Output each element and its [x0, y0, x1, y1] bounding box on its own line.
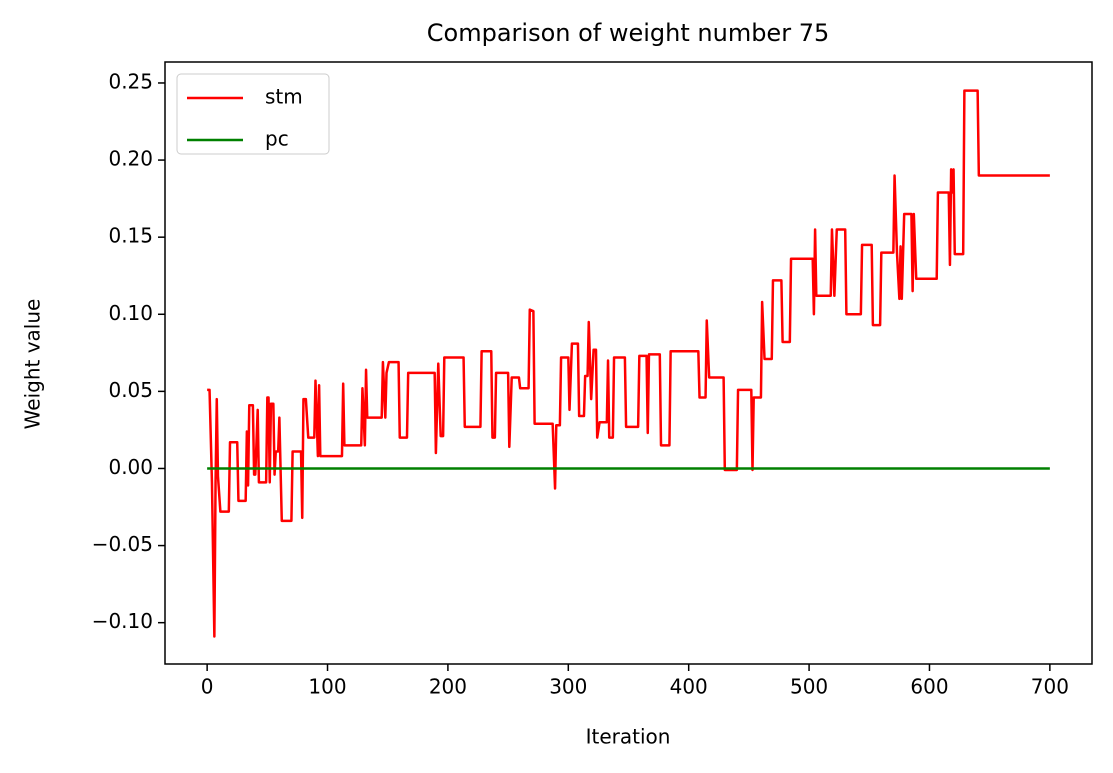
y-tick-label: 0.10 [108, 301, 153, 325]
y-tick-label: 0.05 [108, 378, 153, 402]
legend: stm pc [176, 73, 330, 155]
x-axis-label: Iteration [586, 725, 671, 749]
y-tick-label: −0.05 [92, 532, 153, 556]
legend-box [176, 73, 330, 155]
legend-label: pc [265, 127, 289, 151]
y-tick-label: 0.15 [108, 224, 153, 248]
x-tick-label: 400 [670, 675, 708, 699]
y-tick-label: −0.10 [92, 609, 153, 633]
x-tick-label: 500 [790, 675, 828, 699]
x-tick-label: 700 [1031, 675, 1069, 699]
y-tick-label: 0.00 [108, 455, 153, 479]
x-tick-label: 600 [910, 675, 948, 699]
y-tick-label: 0.20 [108, 147, 153, 171]
x-tick-label: 200 [429, 675, 467, 699]
chart-title: Comparison of weight number 75 [427, 19, 829, 47]
x-tick-label: 100 [308, 675, 346, 699]
y-axis-label: Weight value [21, 299, 45, 430]
x-tick-label: 0 [201, 675, 214, 699]
line-series [207, 89, 1050, 638]
x-tick-label: 300 [549, 675, 587, 699]
y-tick-label: 0.25 [108, 69, 153, 93]
plot-frame [164, 61, 1093, 665]
legend-label: stm [265, 85, 303, 109]
